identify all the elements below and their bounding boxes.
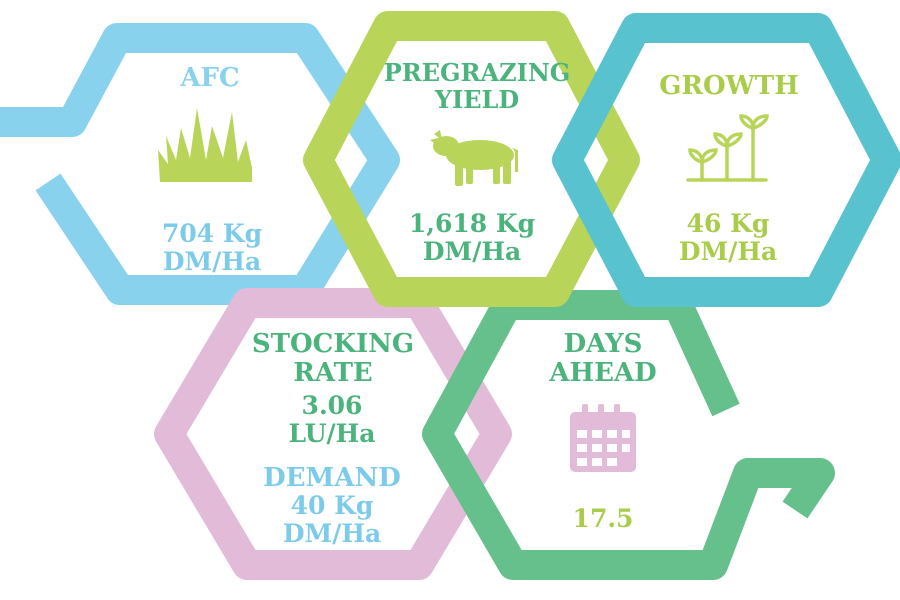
pregrazing-value: 1,618 Kg DM/Ha [409,210,535,266]
pregrazing-value-unit: DM/Ha [422,237,522,266]
demand-value-unit: DM/Ha [282,519,382,548]
calendar-icon [570,404,636,472]
grass-icon [158,108,252,182]
growth-value-unit: DM/Ha [678,237,778,266]
demand-title: DEMAND [263,463,401,493]
afc-title: AFC [180,63,240,93]
demand-value: 40 Kg DM/Ha [283,492,381,548]
growth-value: 46 Kg DM/Ha [679,210,777,266]
pregrazing-value-amount: 1,618 Kg [408,209,536,238]
days-ahead-title-line1: DAYS [563,329,643,359]
growth-title: GROWTH [659,71,799,101]
days-ahead-title-line2: AHEAD [549,358,657,389]
afc-value-amount: 704 Kg [161,219,263,248]
stocking-value-unit: LU/Ha [288,419,376,448]
growth-hexagon [552,13,900,307]
sprouts-icon [686,114,769,182]
pregrazing-title-line1: PREGRAZING [383,58,571,87]
stocking-value: 3.06 LU/Ha [289,392,376,448]
stocking-title-line1: STOCKING [251,329,415,359]
pregrazing-hexagon [303,11,640,307]
days-ahead-title: DAYS AHEAD [549,329,657,389]
stocking-title-line2: RATE [293,358,373,389]
days-ahead-hexagon [422,290,835,580]
demand-value-amount: 40 Kg [290,491,374,520]
afc-value: 704 Kg DM/Ha [162,220,262,276]
afc-value-unit: DM/Ha [162,247,262,276]
pregrazing-title-line2: YIELD [434,84,520,114]
days-ahead-value: 17.5 [572,504,634,533]
pregrazing-title: PREGRAZING YIELD [383,58,571,114]
cow-icon [430,130,518,186]
stocking-title: STOCKING RATE [251,329,415,389]
growth-value-amount: 46 Kg [686,209,770,238]
stocking-value-amount: 3.06 [301,391,363,420]
